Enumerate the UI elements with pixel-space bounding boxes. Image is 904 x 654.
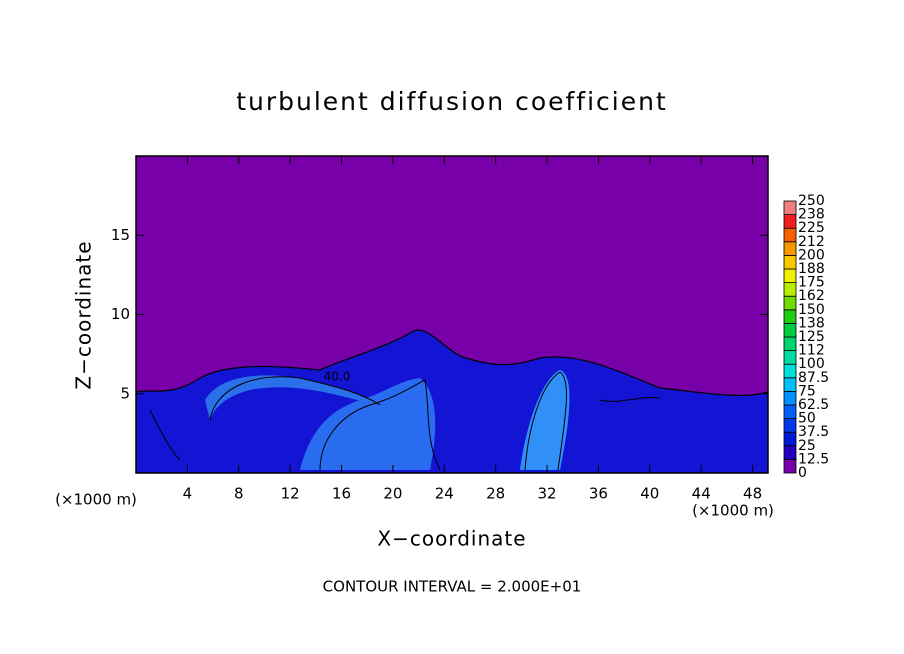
colorbar-label: 188 [798,261,825,277]
y-tick-label: 5 [120,384,130,402]
field-region [205,375,380,420]
colorbar-segment [783,268,797,284]
field-region [136,330,768,473]
x-tick-label: 40 [640,485,659,503]
colorbar-segment [783,295,797,311]
y-tick-label: 10 [111,305,130,323]
x-tick-label: 32 [538,485,557,503]
colorbar-segment [783,254,797,270]
colorbar-label: 62.5 [798,397,829,413]
x-axis-label: X−coordinate [377,527,526,551]
colorbar-segment [783,404,797,420]
colorbar-label: 12.5 [798,451,829,467]
colorbar-segment [783,309,797,324]
colorbar-segment [783,458,797,474]
colorbar-label: 212 [798,234,825,250]
chart-title: turbulent diffusion coefficient [236,87,668,116]
colorbar-segment [783,336,797,352]
y-tick-label: 15 [111,226,130,244]
colorbar-segment [783,322,797,338]
y-axis-label: Z−coordinate [72,240,96,389]
colorbar-label: 162 [798,288,825,304]
contour-line [149,371,661,471]
colorbar-segment [783,418,797,433]
colorbar-segment [783,377,797,392]
footer-note: CONTOUR INTERVAL = 2.000E+01 [323,578,582,596]
colorbar-segment [783,390,797,406]
colorbar-label: 37.5 [798,424,829,440]
colorbar-segment [783,200,797,216]
colorbar-label: 250 [798,193,825,209]
x-tick-label: 36 [589,485,608,503]
x-tick-label: 28 [486,485,505,503]
x-tick-label: 12 [281,485,300,503]
colorbar-label: 100 [798,356,825,372]
colorbar-label: 25 [798,438,816,454]
field-region [300,378,436,470]
colorbar-segment [783,241,797,256]
x-tick-label: 48 [743,485,762,503]
x-tick-label: 44 [692,485,711,503]
colorbar-label: 200 [798,247,825,263]
colorbar-label: 238 [798,207,825,223]
contour-line [136,329,768,473]
x-tick-label: 8 [234,485,244,503]
colorbar-label: 125 [798,329,825,345]
colorbar-segment [783,214,797,229]
colorbar-label: 225 [798,220,825,236]
x-tick-label: 16 [332,485,351,503]
colorbar-label: 138 [798,315,825,331]
x-tick-label: 4 [183,485,193,503]
colorbar-segment [783,227,797,243]
x-tick-label: 24 [435,485,454,503]
colorbar-label: 87.5 [798,370,829,386]
x-unit-label: (×1000 m) [55,491,137,509]
colorbar-segment [783,363,797,379]
colorbar-segment [783,431,797,447]
colorbar-label: 175 [798,275,825,291]
colorbar-label: 75 [798,383,816,399]
colorbar-label: 0 [798,465,807,481]
field [136,329,768,473]
colorbar-label: 150 [798,302,825,318]
colorbar-label: 112 [798,343,825,359]
contour-label: 40.0 [324,370,351,384]
x-unit-label: (×1000 m) [692,502,774,520]
colorbar-segment [783,350,797,365]
x-tick-label: 20 [383,485,402,503]
colorbar-segment [783,282,797,297]
field-region [520,370,570,470]
colorbar-label: 50 [798,411,816,427]
colorbar-segment [783,445,797,460]
